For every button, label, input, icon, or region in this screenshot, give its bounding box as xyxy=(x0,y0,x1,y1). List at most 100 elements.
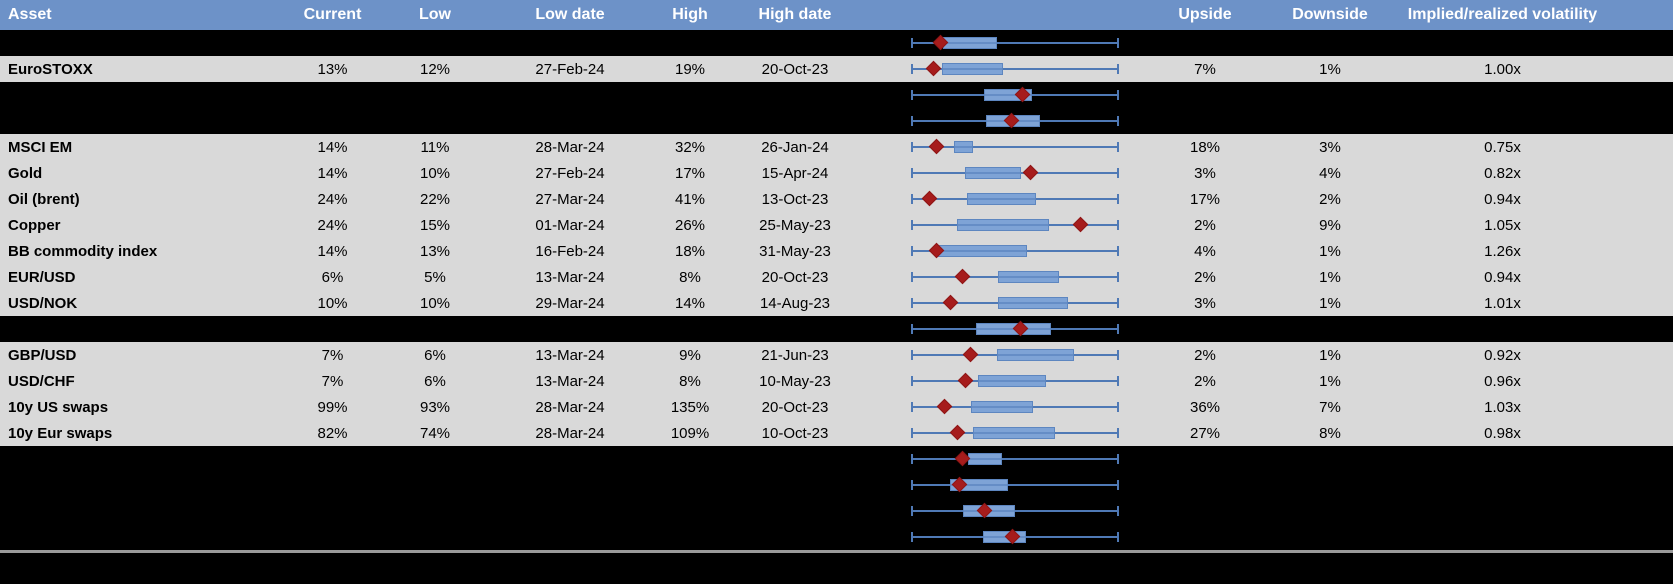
current-cell[interactable]: 13% xyxy=(317,60,348,78)
high-date-cell[interactable]: 20-Oct-23 xyxy=(761,268,829,286)
asset-cell[interactable]: EUR/USD xyxy=(8,268,76,286)
low-cell[interactable]: 15% xyxy=(419,216,451,234)
high-date-cell[interactable] xyxy=(735,524,855,550)
high-cell[interactable] xyxy=(645,82,735,108)
high-cell[interactable]: 19% xyxy=(674,60,706,78)
low-date-cell[interactable] xyxy=(495,30,645,56)
range-chart-cell[interactable] xyxy=(855,212,1140,238)
asset-cell[interactable]: Copper xyxy=(8,216,61,234)
upside-cell[interactable]: 2% xyxy=(1194,372,1216,390)
asset-cell[interactable] xyxy=(0,472,290,498)
impl-real-cell[interactable] xyxy=(1390,30,1615,56)
high-cell[interactable]: 41% xyxy=(674,190,706,208)
low-date-cell[interactable]: 27-Feb-24 xyxy=(535,60,605,78)
downside-cell[interactable]: 9% xyxy=(1319,216,1341,234)
downside-cell[interactable] xyxy=(1270,524,1390,550)
high-cell[interactable] xyxy=(645,498,735,524)
downside-cell[interactable]: 1% xyxy=(1319,372,1341,390)
upside-cell[interactable]: 2% xyxy=(1194,346,1216,364)
asset-cell[interactable]: MSCI EM xyxy=(8,138,73,156)
current-cell[interactable]: 24% xyxy=(317,216,348,234)
low-cell[interactable] xyxy=(375,316,495,342)
low-date-cell[interactable] xyxy=(495,472,645,498)
column-header-low[interactable]: Low xyxy=(419,6,451,23)
asset-cell[interactable]: 10y US swaps xyxy=(8,398,109,416)
low-cell[interactable] xyxy=(375,82,495,108)
range-chart-cell[interactable] xyxy=(855,30,1140,56)
range-chart-cell[interactable] xyxy=(855,472,1140,498)
low-cell[interactable]: 10% xyxy=(419,164,451,182)
current-cell[interactable]: 14% xyxy=(317,164,348,182)
downside-cell[interactable]: 1% xyxy=(1319,294,1341,312)
high-cell[interactable]: 9% xyxy=(679,346,701,364)
low-date-cell[interactable]: 13-Mar-24 xyxy=(535,346,605,364)
downside-cell[interactable] xyxy=(1270,316,1390,342)
downside-cell[interactable]: 3% xyxy=(1319,138,1341,156)
high-date-cell[interactable]: 10-Oct-23 xyxy=(761,424,829,442)
low-cell[interactable] xyxy=(375,524,495,550)
downside-cell[interactable]: 4% xyxy=(1319,164,1341,182)
high-cell[interactable]: 18% xyxy=(674,242,706,260)
high-date-cell[interactable]: 15-Apr-24 xyxy=(761,164,829,182)
current-cell[interactable] xyxy=(290,108,375,134)
high-date-cell[interactable] xyxy=(735,30,855,56)
downside-cell[interactable]: 1% xyxy=(1319,346,1341,364)
asset-cell[interactable]: Oil (brent) xyxy=(8,190,80,208)
current-cell[interactable] xyxy=(290,472,375,498)
impl-real-cell[interactable] xyxy=(1390,498,1615,524)
range-chart-cell[interactable] xyxy=(855,186,1140,212)
low-date-cell[interactable]: 13-Mar-24 xyxy=(535,372,605,390)
current-cell[interactable]: 24% xyxy=(317,190,348,208)
current-cell[interactable]: 7% xyxy=(321,346,344,364)
low-cell[interactable]: 93% xyxy=(419,398,451,416)
high-date-cell[interactable] xyxy=(735,498,855,524)
asset-cell[interactable]: 10y Eur swaps xyxy=(8,424,113,442)
downside-cell[interactable]: 1% xyxy=(1319,60,1341,78)
high-date-cell[interactable]: 26-Jan-24 xyxy=(761,138,829,156)
range-chart-cell[interactable] xyxy=(855,56,1140,82)
asset-cell[interactable] xyxy=(0,524,290,550)
impl-real-cell[interactable]: 1.01x xyxy=(1484,294,1521,312)
high-date-cell[interactable] xyxy=(735,108,855,134)
asset-cell[interactable]: USD/NOK xyxy=(8,294,78,312)
current-cell[interactable] xyxy=(290,30,375,56)
asset-cell[interactable]: USD/CHF xyxy=(8,372,75,390)
impl-real-cell[interactable]: 0.94x xyxy=(1484,268,1521,286)
high-cell[interactable]: 26% xyxy=(674,216,706,234)
range-chart-cell[interactable] xyxy=(855,446,1140,472)
upside-cell[interactable] xyxy=(1140,316,1270,342)
range-chart-cell[interactable] xyxy=(855,498,1140,524)
column-header-downside[interactable]: Downside xyxy=(1292,6,1368,23)
high-cell[interactable] xyxy=(645,472,735,498)
upside-cell[interactable] xyxy=(1140,524,1270,550)
low-date-cell[interactable] xyxy=(495,108,645,134)
downside-cell[interactable] xyxy=(1270,30,1390,56)
upside-cell[interactable]: 2% xyxy=(1194,216,1216,234)
asset-cell[interactable] xyxy=(0,446,290,472)
high-date-cell[interactable]: 31-May-23 xyxy=(759,242,831,260)
upside-cell[interactable]: 17% xyxy=(1189,190,1221,208)
low-date-cell[interactable]: 28-Mar-24 xyxy=(535,424,605,442)
current-cell[interactable] xyxy=(290,446,375,472)
high-cell[interactable] xyxy=(645,316,735,342)
impl-real-cell[interactable] xyxy=(1390,524,1615,550)
asset-cell[interactable] xyxy=(0,82,290,108)
low-cell[interactable]: 11% xyxy=(420,138,450,156)
downside-cell[interactable]: 1% xyxy=(1319,268,1341,286)
impl-real-cell[interactable] xyxy=(1390,472,1615,498)
current-cell[interactable] xyxy=(290,498,375,524)
high-cell[interactable]: 8% xyxy=(679,372,701,390)
impl-real-cell[interactable] xyxy=(1390,108,1615,134)
current-cell[interactable] xyxy=(290,82,375,108)
high-cell[interactable]: 8% xyxy=(679,268,701,286)
current-cell[interactable]: 10% xyxy=(317,294,348,312)
low-date-cell[interactable] xyxy=(495,316,645,342)
low-date-cell[interactable]: 16-Feb-24 xyxy=(535,242,605,260)
current-cell[interactable] xyxy=(290,316,375,342)
current-cell[interactable]: 99% xyxy=(317,398,348,416)
impl-real-cell[interactable]: 1.05x xyxy=(1484,216,1521,234)
low-cell[interactable]: 22% xyxy=(419,190,451,208)
upside-cell[interactable] xyxy=(1140,82,1270,108)
high-cell[interactable]: 109% xyxy=(670,424,710,442)
low-cell[interactable] xyxy=(375,498,495,524)
